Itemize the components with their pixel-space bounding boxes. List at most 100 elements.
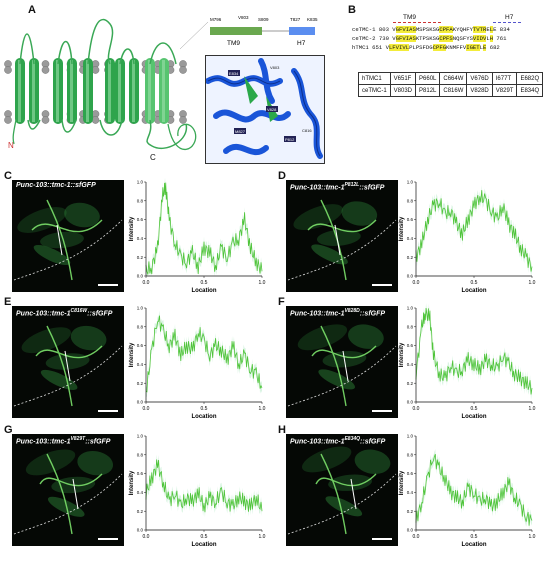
mutation-cell: C664W (439, 72, 468, 85)
y-tick-label: 0.6 (137, 217, 144, 222)
lipid-bead (41, 116, 50, 124)
x-tick-label: 1.0 (529, 534, 536, 540)
y-tick-label: 0.8 (407, 452, 414, 457)
x-axis-label: Location (192, 414, 217, 420)
tm9-label: TM9 (227, 40, 240, 47)
highlighted-sheet (244, 76, 258, 104)
axes (415, 436, 532, 531)
y-tick-label: 1.0 (137, 180, 144, 185)
fluorescence-image: Punc-103::tmc-1V829T::sfGFP (12, 434, 124, 546)
mutation-cell: E682Q (516, 72, 544, 85)
y-tick-label: 0.4 (407, 362, 414, 367)
x-tick-label: 0.5 (471, 280, 478, 286)
n-terminal-tail (12, 119, 17, 145)
image-title: Punc-103::tmc-1P812L::sfGFP (290, 182, 385, 192)
y-tick-label: 1.0 (407, 180, 414, 185)
residue-c816: C816 (302, 128, 312, 133)
x-tick-label: 0.5 (201, 534, 208, 540)
y-tick-label: 0.2 (407, 255, 414, 260)
lipid-bead (4, 116, 12, 124)
mutation-cell: I677T (491, 72, 518, 85)
body-outline (13, 219, 123, 281)
mutation-row: hTMC1 V651F P660L C664W V676D I677T E682Q (358, 72, 544, 85)
y-tick-label: 0.4 (407, 490, 414, 495)
sequence-name: ceTMC-1 803 (352, 26, 393, 33)
residue-v803: V803 (270, 65, 280, 70)
x-tick-label: 1.0 (259, 280, 266, 286)
y-tick-label: 0.0 (137, 400, 144, 405)
y-axis-label: Intensity (129, 216, 135, 241)
intensity-trace (415, 454, 533, 526)
mutation-cell: V676D (466, 72, 493, 85)
intensity-plot-f: 0.0 0.2 0.4 0.6 0.8 1.0 0.0 0.5 1.0 Location Inten… (399, 303, 536, 420)
x-tick-label: 0.5 (201, 280, 208, 286)
y-tick-label: 0.8 (407, 324, 414, 329)
intensity-plot-e: 0.0 0.2 0.4 0.6 0.8 1.0 0.0 0.5 1.0 Location Inten… (129, 306, 266, 420)
mutation-cell: P660L (415, 72, 441, 85)
y-tick-label: 0.4 (137, 362, 144, 367)
y-tick-label: 0.6 (407, 343, 414, 348)
intensity-trace (145, 459, 263, 513)
zoom-lines (179, 21, 209, 50)
y-tick-label: 0.2 (137, 509, 144, 514)
y-tick-label: 0.8 (137, 452, 144, 457)
x-axis-label: Location (462, 542, 487, 548)
mutation-cell: P812L (415, 84, 441, 97)
x-tick-label: 0.5 (471, 534, 478, 540)
c-terminal-tail (167, 123, 197, 151)
lipid-bead (179, 66, 187, 74)
tick-k835: K835 (307, 17, 318, 22)
residue-m827: M827 (235, 129, 246, 134)
panel-label-b: B (348, 4, 356, 16)
intensity-trace (145, 182, 263, 275)
tick-m796: M796 (210, 17, 222, 22)
intracellular-loops (27, 119, 188, 149)
mutation-cell: V803D (389, 84, 417, 97)
intensity-plot-d: 0.0 0.2 0.4 0.6 0.8 1.0 0.0 0.5 1.0 Location Inten… (399, 180, 536, 294)
axes (415, 182, 532, 277)
intensity-plot-g: 0.0 0.2 0.4 0.6 0.8 1.0 0.0 0.5 1.0 Location Inten… (129, 434, 266, 548)
y-tick-label: 0.0 (137, 274, 144, 279)
y-tick-label: 0.6 (137, 471, 144, 476)
intensity-trace (415, 308, 533, 395)
body-outline (13, 473, 123, 535)
tmc-topology-diagram: N C (4, 18, 197, 162)
profile-line (342, 350, 349, 382)
y-tick-label: 1.0 (137, 434, 144, 439)
x-tick-label: 1.0 (259, 406, 266, 412)
extracellular-loops (19, 18, 177, 65)
intensity-plot-h: 0.0 0.2 0.4 0.6 0.8 1.0 0.0 0.5 1.0 Location Inten… (399, 434, 536, 548)
x-axis-label: Location (192, 542, 217, 548)
seq-tm9-label: TM9 (403, 14, 416, 21)
intensity-trace (415, 190, 533, 272)
transmembrane-helices (15, 58, 169, 124)
h7-segment (289, 27, 315, 35)
y-tick-label: 0.6 (407, 471, 414, 476)
profile-line (64, 350, 71, 382)
y-tick-label: 0.0 (407, 528, 414, 533)
scale-bar (372, 538, 392, 540)
sequence-name: hTMC1 651 (352, 44, 386, 51)
y-tick-label: 0.0 (407, 274, 414, 279)
sequence-row: hTMC1 651 VLFVIVLPLPSFDGCPFGKNMFFVIGETLE… (352, 44, 500, 51)
tick-t827: T827 (290, 17, 301, 22)
scale-bar (98, 284, 118, 286)
y-tick-label: 0.4 (137, 236, 144, 241)
y-tick-label: 0.2 (407, 509, 414, 514)
y-tick-label: 0.2 (137, 255, 144, 260)
y-tick-label: 0.4 (407, 236, 414, 241)
scale-bar (372, 410, 392, 412)
x-tick-label: 0.0 (413, 534, 420, 540)
y-tick-label: 0.2 (137, 381, 144, 386)
x-tick-label: 0.0 (413, 406, 420, 412)
x-tick-label: 1.0 (259, 534, 266, 540)
structure-zoom-box: E834 V803 V828 P812 C816 M827 (205, 55, 325, 164)
image-title: Punc-103::tmc-1::sfGFP (16, 182, 96, 189)
h7-label: H7 (297, 40, 306, 47)
residue-e834: E834 (229, 71, 239, 76)
mutation-cell: hTMC1 (358, 72, 391, 85)
y-tick-label: 0.0 (137, 528, 144, 533)
x-tick-label: 0.5 (201, 406, 208, 412)
profile-line (72, 478, 79, 510)
body-outline (13, 345, 123, 407)
